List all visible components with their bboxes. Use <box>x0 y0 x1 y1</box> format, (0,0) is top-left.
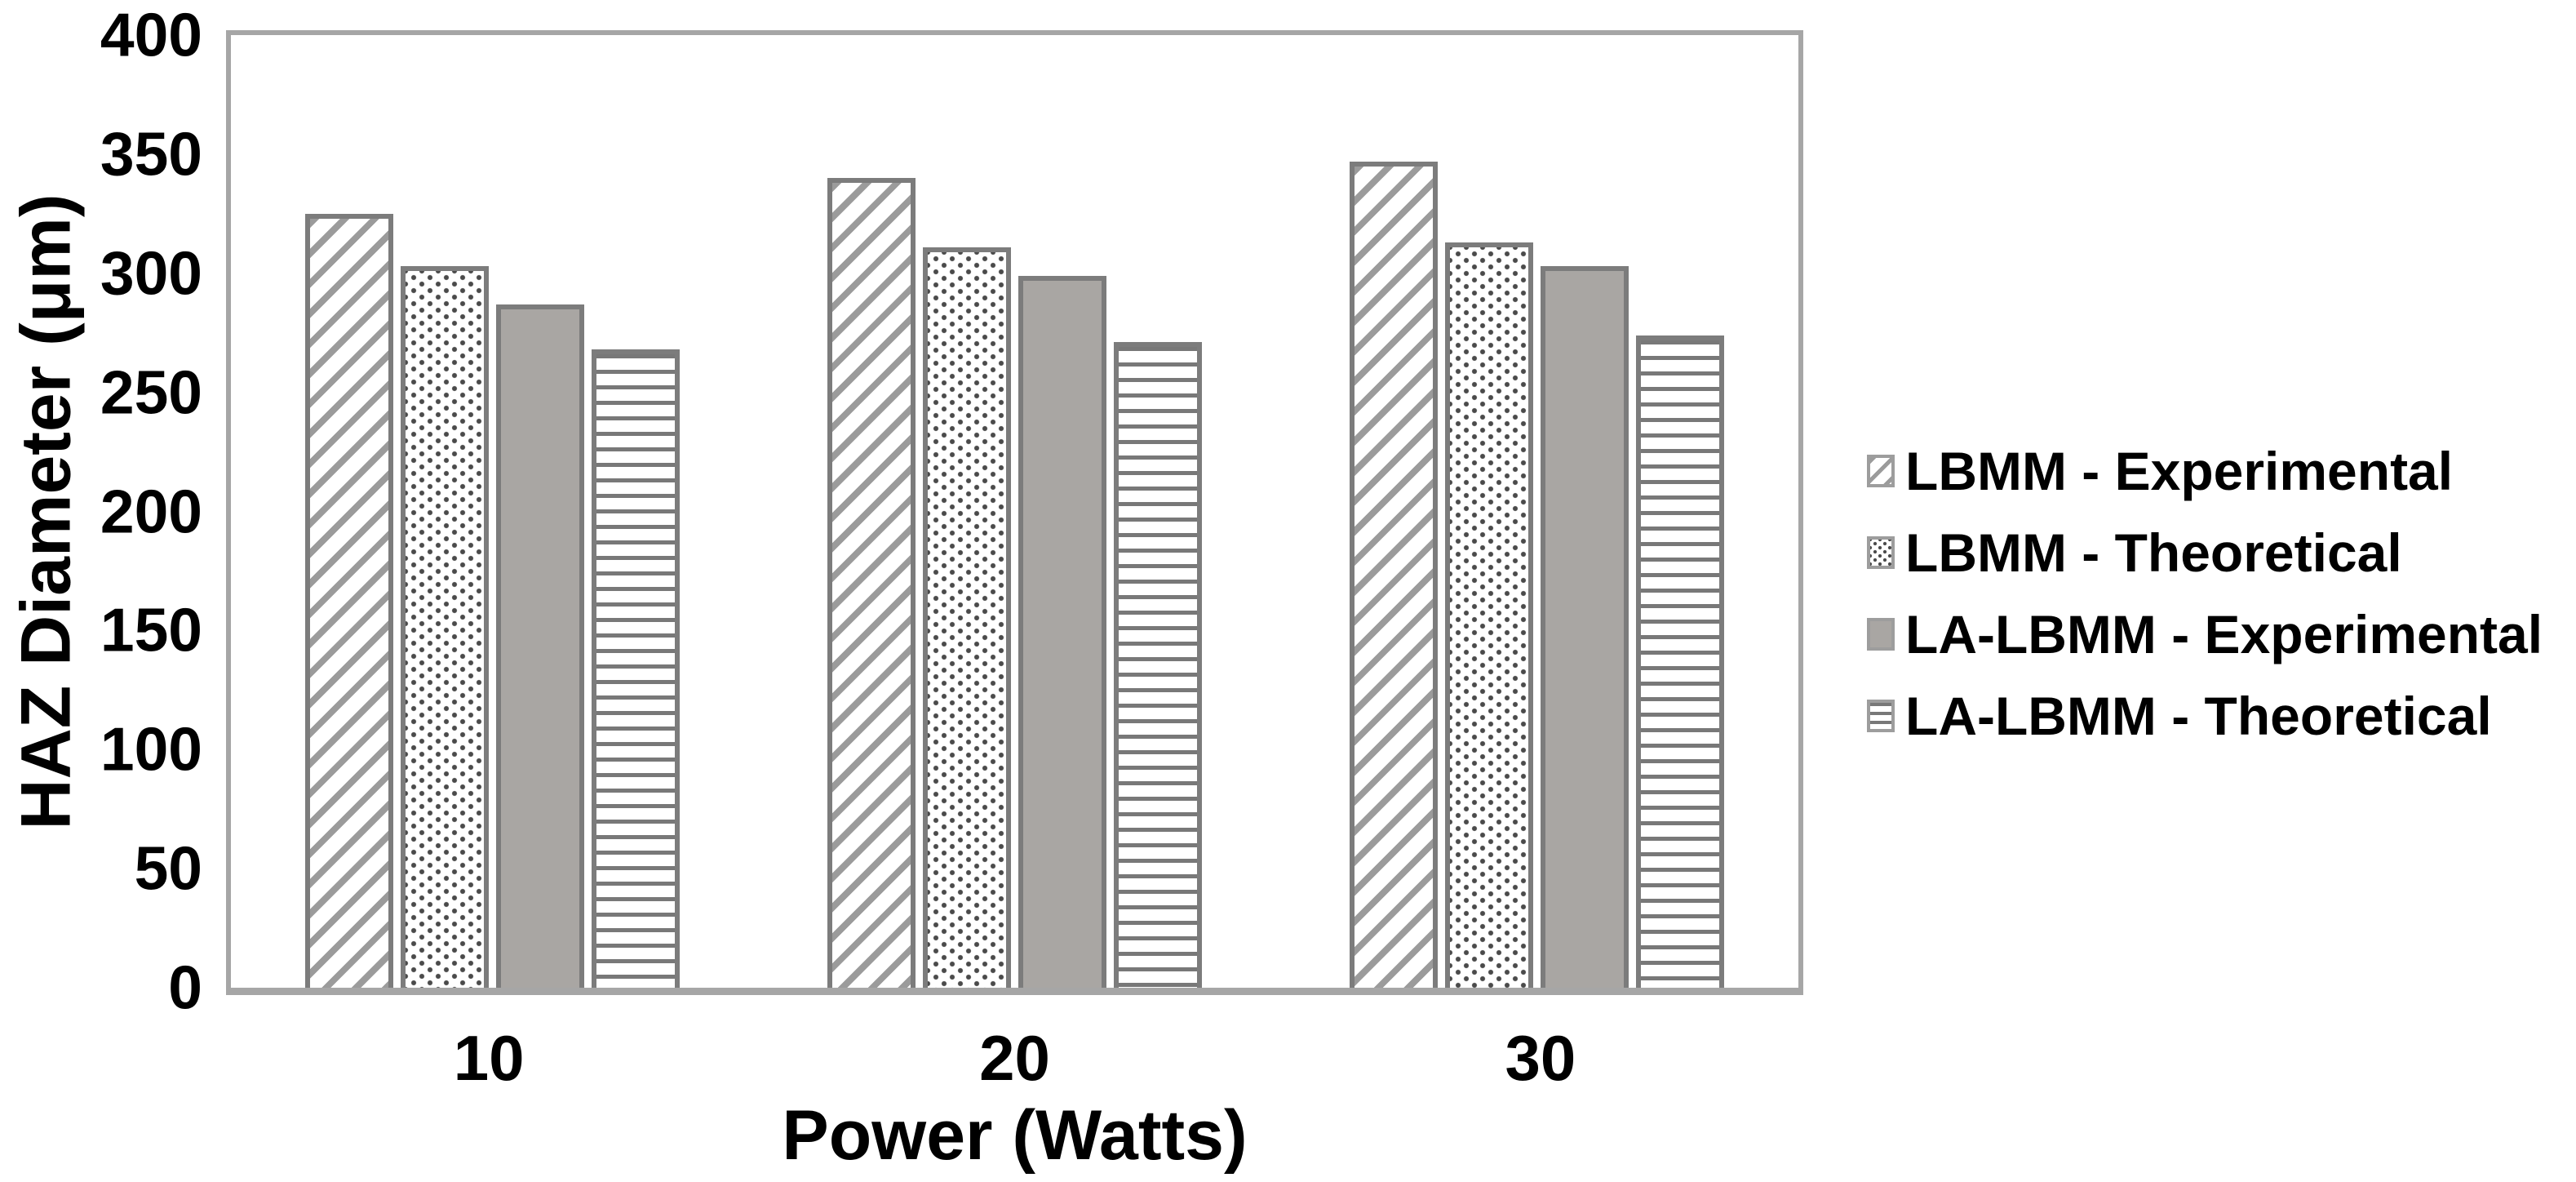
diagonal-hatch-swatch-icon <box>1867 455 1895 487</box>
y-tick-label-250: 250 <box>100 358 202 427</box>
x-tick-label-10: 10 <box>453 1022 525 1094</box>
legend-label: LBMM - Experimental <box>1905 441 2454 501</box>
bar-group-20w <box>753 35 1275 988</box>
solid-swatch-icon <box>1867 618 1895 651</box>
legend-item-la-lbmm-theoretical: LA-LBMM - Theoretical <box>1867 675 2543 757</box>
bar-la-lbmm-experimental-10w <box>495 304 584 988</box>
bar-la-lbmm-experimental-20w <box>1018 275 1106 988</box>
legend-label: LBMM - Theoretical <box>1905 522 2402 583</box>
bar-la-lbmm-theoretical-20w <box>1113 342 1202 988</box>
legend-item-lbmm-theoretical: LBMM - Theoretical <box>1867 512 2543 593</box>
x-tick-label-30: 30 <box>1505 1022 1576 1094</box>
bar-group-30w <box>1276 35 1798 988</box>
bar-la-lbmm-theoretical-30w <box>1636 335 1725 988</box>
y-tick-label-150: 150 <box>100 595 202 664</box>
y-tick-label-50: 50 <box>134 833 202 903</box>
y-tick-label-200: 200 <box>100 477 202 545</box>
bar-lbmm-theoretical-20w <box>922 247 1011 988</box>
bar-la-lbmm-experimental-30w <box>1541 266 1629 988</box>
legend-item-lbmm-experimental: LBMM - Experimental <box>1867 430 2543 512</box>
legend-label: LA-LBMM - Theoretical <box>1905 686 2492 746</box>
y-tick-label-350: 350 <box>100 119 202 189</box>
legend-item-la-lbmm-experimental: LA-LBMM - Experimental <box>1867 593 2543 675</box>
x-axis-tick-labels: 10 20 30 <box>226 1020 1803 1097</box>
y-tick-label-100: 100 <box>100 714 202 784</box>
plot-area <box>226 30 1803 995</box>
bar-group-10w <box>231 35 753 988</box>
legend: LBMM - Experimental LBMM - Theoretical LA-… <box>1867 430 2543 757</box>
bar-groups-container <box>231 35 1798 988</box>
bar-lbmm-theoretical-10w <box>400 266 489 988</box>
x-axis-title: Power (Watts) <box>782 1096 1248 1175</box>
bar-lbmm-experimental-10w <box>304 213 393 988</box>
y-tick-label-400: 400 <box>100 0 202 69</box>
bar-lbmm-theoretical-30w <box>1445 242 1534 988</box>
x-tick-label-20: 20 <box>979 1022 1050 1094</box>
bar-lbmm-experimental-20w <box>827 178 916 988</box>
y-axis-tick-labels: 0 50 100 150 200 250 300 350 400 <box>0 4 202 1018</box>
bar-la-lbmm-theoretical-10w <box>591 349 680 988</box>
dots-swatch-icon <box>1867 536 1895 569</box>
y-axis-title: HAZ Diameter (μm) <box>7 193 86 830</box>
bar-lbmm-experimental-30w <box>1350 161 1439 988</box>
legend-label: LA-LBMM - Experimental <box>1905 604 2543 664</box>
y-tick-label-0: 0 <box>168 953 202 1022</box>
horizontal-lines-swatch-icon <box>1867 700 1895 732</box>
y-tick-label-300: 300 <box>100 238 202 308</box>
